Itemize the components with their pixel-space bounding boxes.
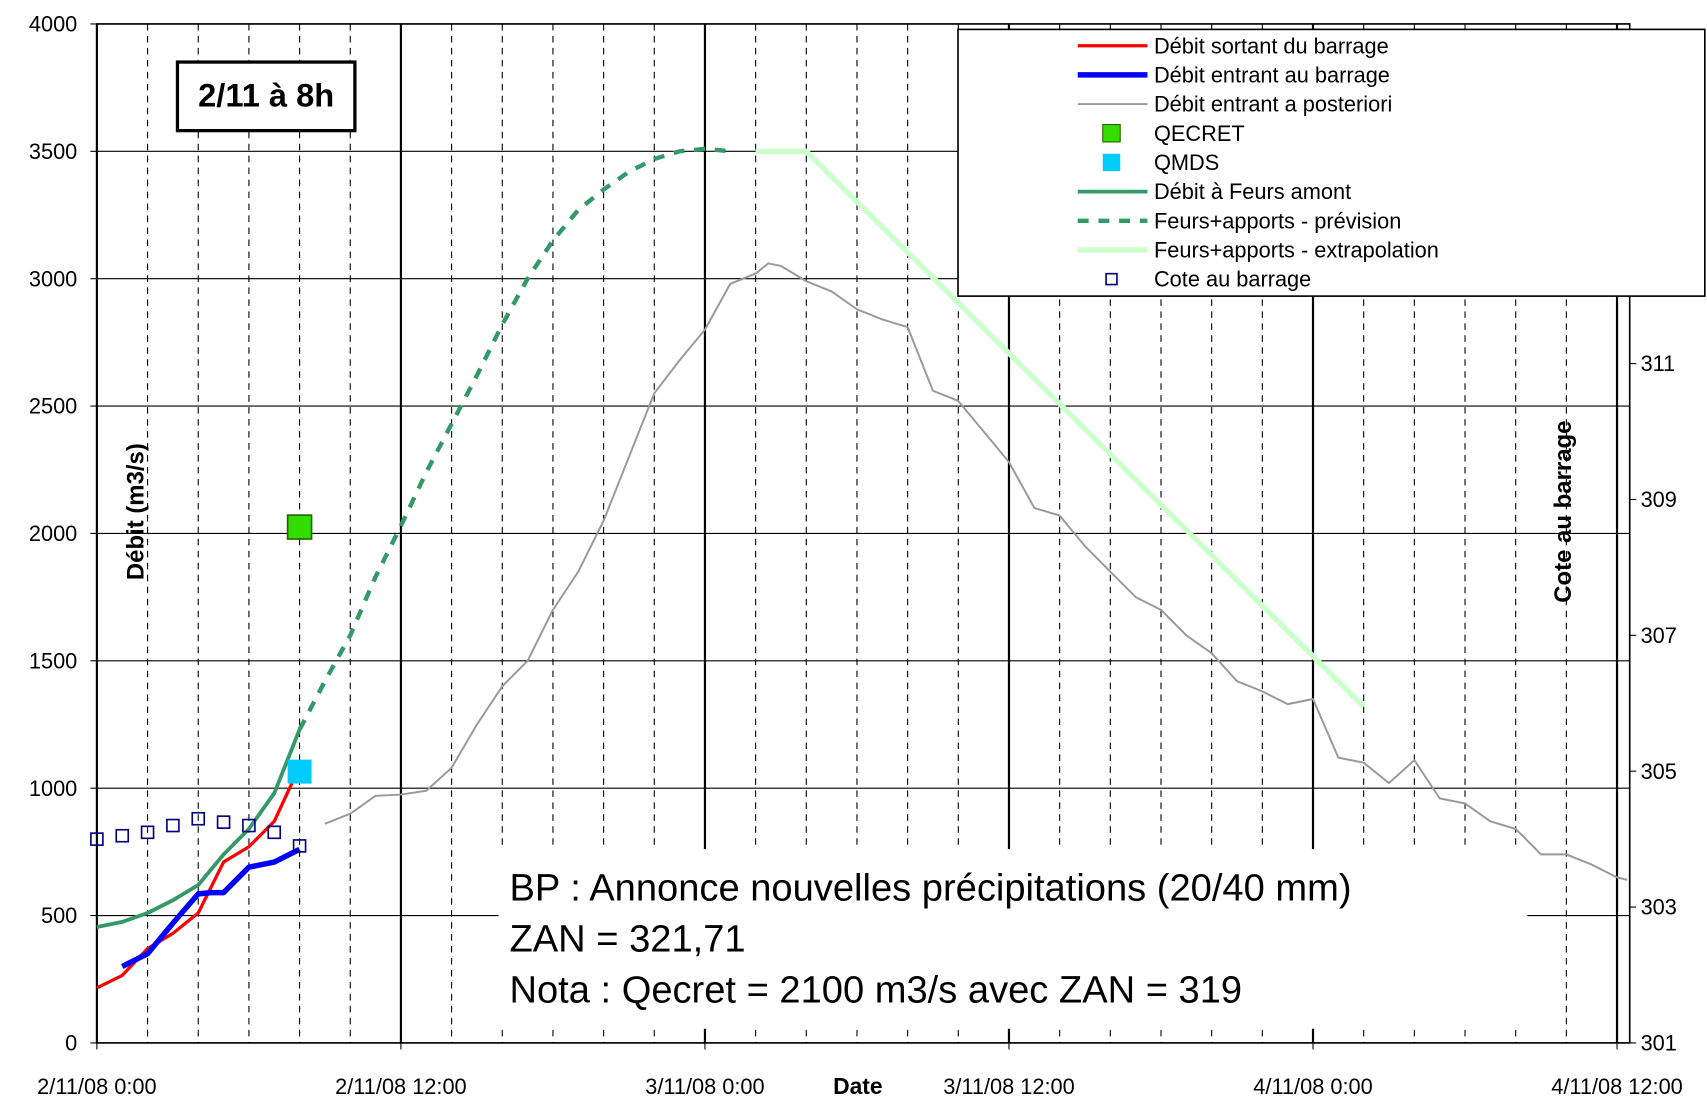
point: [287, 759, 312, 784]
y-tick-label: 2000: [29, 521, 77, 546]
y-axis-label: Débit (m3/s): [123, 443, 150, 580]
y2-tick-label: 311: [1641, 351, 1676, 376]
series-line: [121, 846, 301, 969]
x-tick-label: 4/11/08 0:00: [1253, 1074, 1372, 1098]
y2-tick-label: 303: [1641, 895, 1677, 920]
y-tick-label: 4000: [29, 12, 77, 37]
x-tick-label: 3/11/08 0:00: [645, 1074, 764, 1098]
point: [166, 818, 180, 833]
y2-axis-label: Cote au barrage: [1550, 421, 1577, 603]
legend-label: Débit entrant au barrage: [1154, 63, 1390, 88]
y-tick-label: 500: [41, 903, 77, 928]
note-box: [498, 849, 1528, 1029]
y-tick-label: 3500: [29, 139, 77, 164]
legend: Débit sortant du barrage Débit entrant au…: [957, 28, 1706, 297]
time-label: 2/11 à 8h: [198, 77, 334, 114]
legend-label: Cote au barrage: [1154, 267, 1311, 292]
note-line: BP : Annonce nouvelles précipitations (2…: [509, 867, 1351, 909]
y2-tick-label: 309: [1641, 487, 1677, 512]
y2-tick-label: 305: [1641, 759, 1677, 784]
y-tick-label: 3000: [29, 266, 77, 291]
series-line: [96, 728, 302, 929]
y-tick-label: 1500: [29, 648, 77, 673]
note-line: ZAN = 321,71: [509, 918, 745, 960]
point: [90, 832, 104, 846]
legend-swatch: [1102, 123, 1121, 143]
legend-label: Feurs+apports - prévision: [1154, 208, 1401, 233]
time-box: [175, 60, 357, 133]
point: [140, 825, 155, 840]
legend-label: QECRET: [1154, 121, 1245, 146]
point: [292, 839, 307, 853]
x-tick-label: 2/11/08 0:00: [37, 1074, 156, 1098]
x-tick-label: 4/11/08 12:00: [1551, 1074, 1683, 1098]
y2-tick-label: 301: [1641, 1031, 1677, 1056]
series-line: [755, 148, 1366, 709]
legend-label: Débit sortant du barrage: [1154, 33, 1389, 58]
x-tick-label: 2/11/08 12:00: [335, 1074, 467, 1098]
note-line: Nota : Qecret = 2100 m3/s avec ZAN = 319: [509, 970, 1242, 1012]
legend-swatch: [1102, 153, 1121, 172]
y-tick-label: 0: [65, 1031, 77, 1056]
point: [191, 811, 206, 826]
series-line: [96, 782, 294, 990]
legend-swatch: [1105, 272, 1118, 286]
y-tick-label: 1000: [29, 776, 77, 801]
x-axis-label: Date: [833, 1073, 883, 1098]
legend-label: Débit à Feurs amont: [1154, 179, 1351, 204]
plot-frame: [96, 23, 1631, 1044]
overlay: 2/11 à 8h BP : Annonce nouvelles précipi…: [123, 60, 1577, 1098]
legend-label: QMDS: [1154, 150, 1219, 175]
legend-label: Débit entrant a posteriori: [1154, 92, 1392, 117]
x-tick-label: 3/11/08 12:00: [943, 1074, 1075, 1098]
y2-tick-label: 307: [1641, 623, 1677, 648]
legend-label: Feurs+apports - extrapolation: [1154, 238, 1439, 263]
y-tick-label: 2500: [29, 394, 77, 419]
point: [286, 514, 313, 540]
marks: [90, 146, 1628, 990]
point: [267, 825, 282, 840]
point: [242, 818, 256, 833]
series-line: [324, 262, 1628, 881]
point: [216, 815, 231, 829]
series-line: [297, 146, 731, 731]
point: [115, 828, 130, 843]
